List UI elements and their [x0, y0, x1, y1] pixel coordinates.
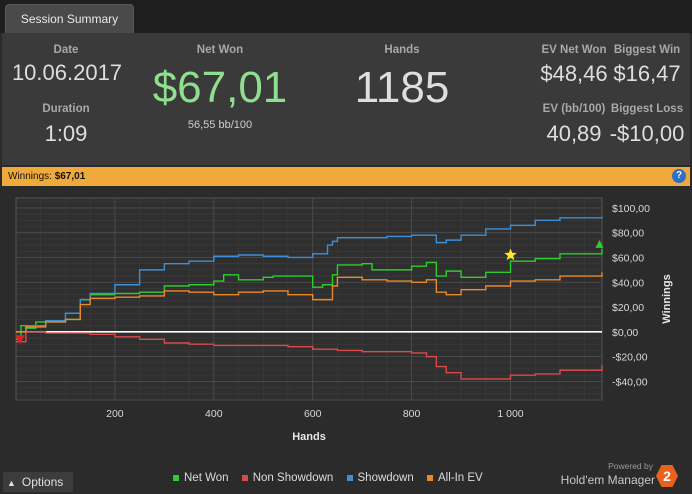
netwon-value: $67,01	[152, 63, 288, 112]
biggest-loss-value: -$10,00	[609, 121, 685, 146]
legend-swatch-net-won	[173, 474, 179, 481]
winnings-label-text: Winnings:	[8, 171, 52, 182]
legend-swatch-allin-ev	[426, 474, 433, 481]
bb100-value: 56,55 bb/100	[187, 119, 253, 131]
legend-label-non-showdown: Non Showdown	[252, 472, 334, 484]
date-label: Date	[53, 44, 79, 56]
options-button[interactable]: ▲ Options	[3, 472, 73, 492]
winnings-chart: -$40,00 -$20,00 $0,00 $20,00 $40,00 $60,00 $80…	[2, 186, 690, 466]
duration-value: 1:09	[44, 121, 88, 146]
legend-label-net-won: Net Won	[184, 472, 229, 484]
chart-legend: Net Won Non Showdown Showdown All-In EV	[173, 472, 493, 484]
biggest-loss-label: Biggest Loss	[610, 103, 684, 115]
y-tick-label: $20,00	[612, 302, 644, 314]
triangle-up-marker	[595, 239, 604, 248]
tab-bar: Session Summary	[0, 0, 692, 33]
biggest-win-value: $16,47	[613, 61, 681, 86]
triangle-down-marker	[14, 335, 25, 345]
ev-netwon-value: $48,46	[540, 61, 608, 86]
y-tick-label: -$40,00	[612, 376, 648, 388]
hands-value: 1185	[354, 63, 450, 112]
winnings-graph: -$40,00 -$20,00 $0,00 $20,00 $40,00 $60,00 $80…	[14, 197, 673, 443]
y-tick-label: -$20,00	[612, 352, 648, 364]
x-tick-label: 1 000	[497, 408, 523, 420]
legend-label-showdown: Showdown	[357, 472, 414, 484]
legend-item-net-won[interactable]: Net Won	[173, 472, 229, 484]
duration-label: Duration	[42, 103, 90, 115]
netwon-label: Net Won	[196, 44, 244, 56]
y-tick-label: $0,00	[612, 327, 638, 339]
powered-by-label: Powered by	[608, 461, 653, 471]
x-tick-label: 200	[106, 408, 124, 420]
summary-panel: Date 10.06.2017 Duration 1:09 Net Won $6…	[2, 33, 690, 165]
y-tick-label: $60,00	[612, 252, 644, 264]
date-value: 10.06.2017	[11, 60, 123, 85]
series-line-non-showdown	[16, 331, 603, 380]
chevron-up-icon: ▲	[7, 478, 16, 488]
legend-swatch-non-showdown	[241, 474, 248, 481]
footer: ▲ Options Net Won Non Showdown Showdown A…	[0, 461, 692, 494]
ev-bb100-label: EV (bb/100)	[542, 103, 606, 115]
legend-item-showdown[interactable]: Showdown	[346, 472, 414, 484]
star-marker	[504, 248, 517, 261]
x-tick-label: 800	[403, 408, 421, 420]
y-tick-label: $40,00	[612, 277, 644, 289]
brand-name: Hold'em Manager	[560, 473, 655, 487]
powered-by: Powered by Hold'em Manager	[555, 461, 655, 489]
x-axis-title: Hands	[292, 431, 326, 443]
winnings-label: Winnings: $67,01	[8, 171, 85, 182]
x-tick-label: 400	[205, 408, 223, 420]
legend-swatch-showdown	[346, 474, 353, 481]
y-tick-label: $100,00	[612, 203, 650, 215]
winnings-value: $67,01	[54, 171, 86, 182]
options-label: Options	[21, 475, 64, 489]
y-tick-label: $80,00	[612, 228, 644, 240]
legend-label-allin-ev: All-In EV	[437, 472, 483, 484]
legend-item-allin-ev[interactable]: All-In EV	[426, 472, 483, 484]
winnings-banner: Winnings: $67,01 ?	[2, 167, 690, 186]
ev-bb100-value: 40,89	[546, 121, 602, 146]
series-line-all-in-ev	[16, 272, 603, 333]
hm2-logo-icon: 2	[656, 465, 678, 487]
legend-item-non-showdown[interactable]: Non Showdown	[241, 472, 334, 484]
y-axis-title: Winnings	[661, 274, 673, 323]
biggest-win-label: Biggest Win	[613, 44, 681, 56]
help-icon[interactable]: ?	[672, 169, 686, 183]
tab-session-summary[interactable]: Session Summary	[5, 4, 134, 33]
ev-netwon-label: EV Net Won	[541, 44, 607, 56]
hands-label: Hands	[384, 44, 420, 56]
x-tick-label: 600	[304, 408, 322, 420]
